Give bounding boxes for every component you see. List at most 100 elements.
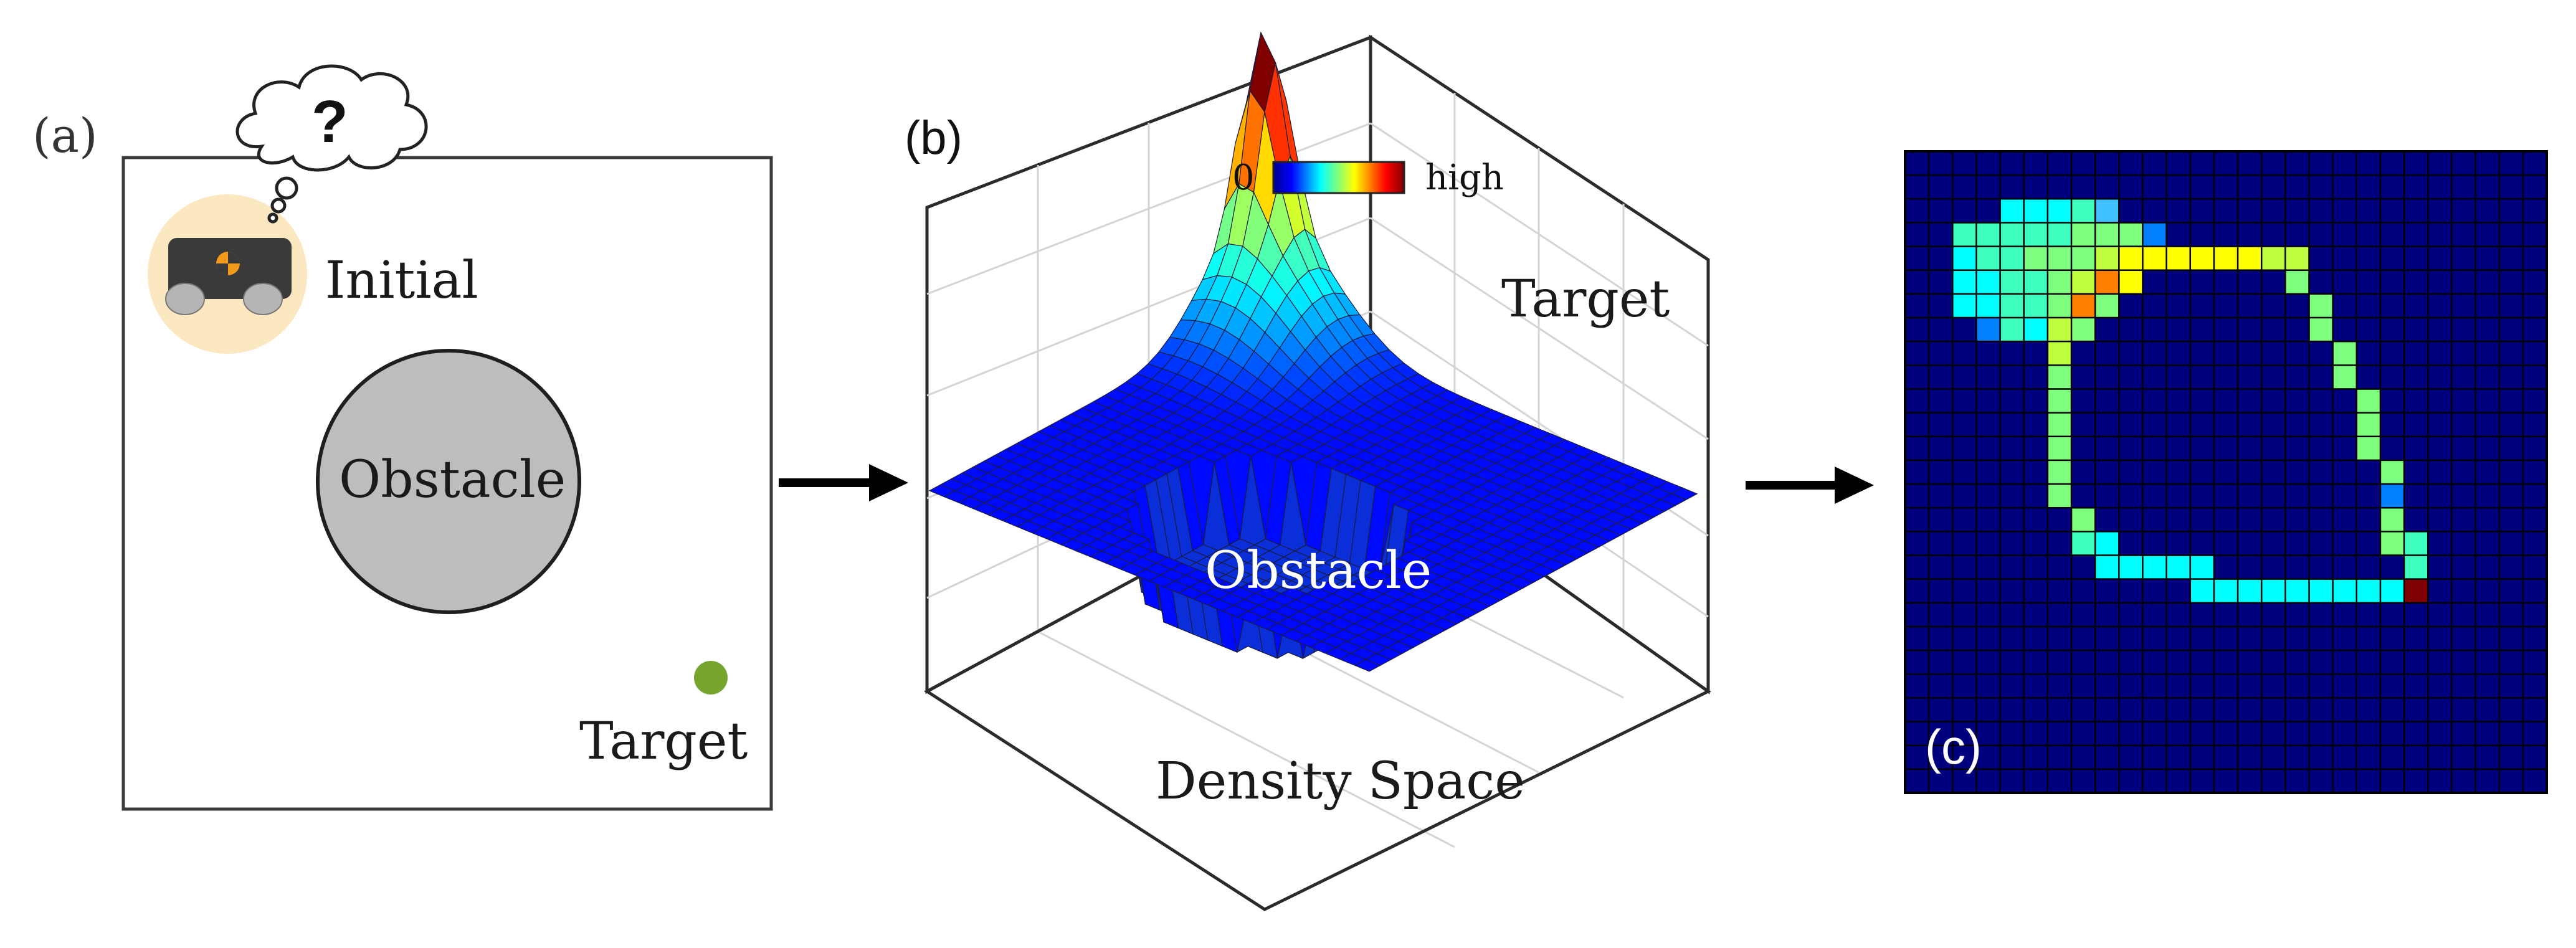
- path-cell: [2119, 270, 2143, 294]
- path-cell: [2023, 199, 2048, 223]
- path-cell: [2119, 555, 2143, 579]
- path-cell: [2095, 555, 2119, 579]
- arrow-right-icon: [1746, 467, 1874, 504]
- path-cell: [2071, 508, 2096, 532]
- initial-label: Initial: [325, 251, 478, 310]
- density-space-caption: Density Space: [1156, 752, 1525, 811]
- path-cell: [2047, 484, 2071, 508]
- path-cell: [2261, 246, 2286, 270]
- path-cell: [2071, 293, 2096, 318]
- panel-c-frame: [1904, 150, 2548, 794]
- path-cell: [2285, 270, 2309, 294]
- density-surface: [928, 31, 1698, 672]
- path-cell: [2047, 412, 2071, 437]
- path-cell: [2190, 246, 2214, 270]
- path-cell: [1976, 318, 2000, 342]
- path-cell: [2238, 579, 2262, 603]
- path-cell: [1952, 293, 1977, 318]
- panel-a-tag: (a): [32, 108, 98, 163]
- path-cell: [2071, 199, 2096, 223]
- path-cell: [2023, 270, 2048, 294]
- path-cells: [1952, 199, 2428, 603]
- target-dot: [694, 661, 728, 694]
- path-cell: [1952, 222, 1977, 247]
- path-cell: [2071, 222, 2096, 247]
- path-cell: [2380, 484, 2405, 508]
- path-cell: [2380, 460, 2405, 484]
- path-cell: [2023, 222, 2048, 247]
- path-cell: [2071, 270, 2096, 294]
- path-cell: [2309, 318, 2333, 342]
- path-cell: [2166, 246, 2190, 270]
- path-cell: [2047, 389, 2071, 413]
- path-cell: [1976, 270, 2000, 294]
- path-cell: [2380, 579, 2405, 603]
- path-cell: [2000, 199, 2024, 223]
- path-cell: [2404, 579, 2428, 603]
- path-cell: [2332, 341, 2357, 366]
- arrow-right-icon: [779, 464, 908, 501]
- path-cell: [2095, 199, 2119, 223]
- panel-b-tag: (b): [905, 111, 962, 164]
- path-cell: [2047, 341, 2071, 366]
- path-cell: [2047, 293, 2071, 318]
- obstacle-label: Obstacle: [339, 450, 566, 510]
- path-cell: [2356, 436, 2380, 460]
- path-cell: [2213, 579, 2238, 603]
- path-cell: [2095, 222, 2119, 247]
- path-cell: [2000, 270, 2024, 294]
- path-cell: [2000, 318, 2024, 342]
- path-cell: [2285, 246, 2309, 270]
- robot-icon: [165, 238, 292, 315]
- path-cell: [2166, 555, 2190, 579]
- path-cell: [2023, 246, 2048, 270]
- path-cell: [2380, 531, 2405, 556]
- path-cell: [2404, 555, 2428, 579]
- path-cell: [1952, 246, 1977, 270]
- path-cell: [2000, 222, 2024, 247]
- surface-patch: [1354, 658, 1381, 672]
- path-cell: [2356, 389, 2380, 413]
- panel-a: [121, 64, 773, 811]
- path-cell: [2047, 460, 2071, 484]
- panel-c-tag: (c): [1925, 719, 1982, 774]
- surface-target-label: Target: [1501, 270, 1670, 329]
- panel-b: [924, 31, 1711, 911]
- path-cell: [2000, 293, 2024, 318]
- path-cell: [2095, 293, 2119, 318]
- path-cell: [2285, 579, 2309, 603]
- path-cell: [2142, 246, 2167, 270]
- path-cell: [2095, 270, 2119, 294]
- thought-bubble-icon: [235, 64, 428, 224]
- path-cell: [2261, 579, 2286, 603]
- path-cell: [2142, 555, 2167, 579]
- path-cell: [2190, 555, 2214, 579]
- path-cell: [2380, 508, 2405, 532]
- path-cell: [2047, 365, 2071, 389]
- path-cell: [2000, 246, 2024, 270]
- surface-obstacle-label: Obstacle: [1205, 541, 1432, 600]
- path-cell: [1976, 293, 2000, 318]
- path-cell: [2047, 246, 2071, 270]
- path-cell: [2356, 412, 2380, 437]
- colorbar-low-label: 0: [1232, 158, 1255, 198]
- path-cell: [2142, 222, 2167, 247]
- path-cell: [1952, 270, 1977, 294]
- colorbar: [1272, 161, 1405, 194]
- path-cell: [2332, 365, 2357, 389]
- path-cell: [2047, 222, 2071, 247]
- path-cell: [2238, 246, 2262, 270]
- path-cell: [2023, 318, 2048, 342]
- path-cell: [2119, 246, 2143, 270]
- path-cell: [2309, 293, 2333, 318]
- target-label: Target: [579, 712, 748, 771]
- path-cell: [2023, 293, 2048, 318]
- obstacle-disc: [316, 349, 581, 614]
- path-cell: [2404, 531, 2428, 556]
- path-cell: [2356, 579, 2380, 603]
- path-cell: [2047, 199, 2071, 223]
- path-cell: [2047, 436, 2071, 460]
- path-cell: [1976, 246, 2000, 270]
- path-cell: [2047, 270, 2071, 294]
